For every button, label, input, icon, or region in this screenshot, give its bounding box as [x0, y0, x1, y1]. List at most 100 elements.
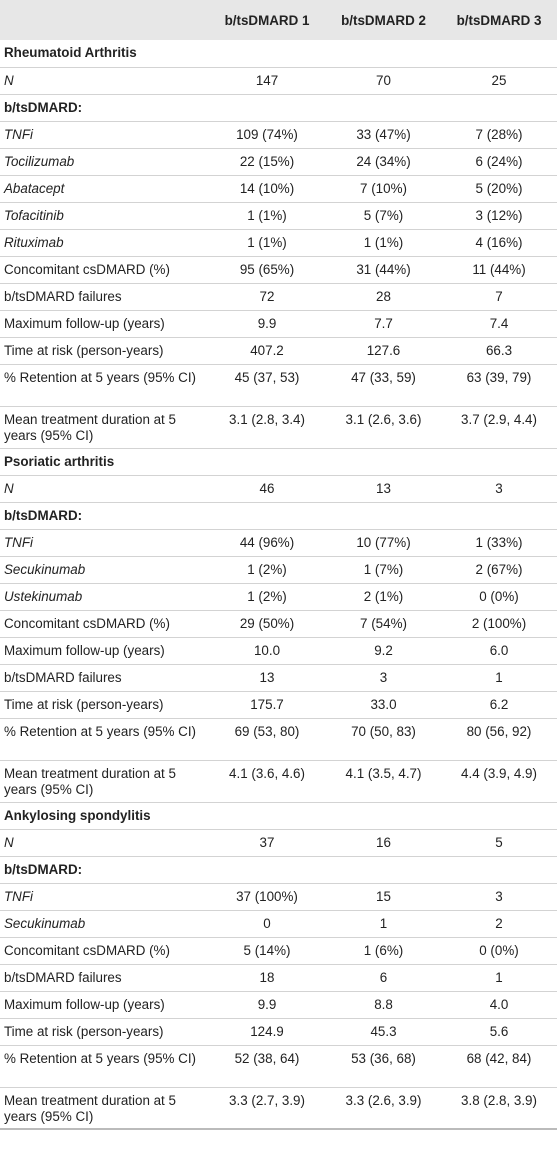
cell-col-3: 1 [441, 664, 557, 692]
row-label: N [0, 67, 208, 95]
row-label: Secukinumab [0, 556, 208, 584]
row-label: TNFi [0, 883, 208, 911]
cell-col-3: 6.2 [441, 691, 557, 719]
cell-col-1: 10.0 [208, 637, 326, 665]
cell-col-1: 46 [208, 475, 326, 503]
cell-col-2 [326, 94, 441, 122]
cell-col-1 [208, 802, 326, 830]
cell-col-1: 1 (2%) [208, 583, 326, 611]
table-row: Time at risk (person-years) 175.7 33.0 6.2 [0, 691, 557, 719]
cell-col-3: 7 (28%) [441, 121, 557, 149]
row-label: Concomitant csDMARD (%) [0, 256, 208, 284]
row-label: b/tsDMARD failures [0, 664, 208, 692]
row-label: Maximum follow-up (years) [0, 310, 208, 338]
header-row: b/tsDMARD 1 b/tsDMARD 2 b/tsDMARD 3 [0, 0, 557, 40]
cell-col-2: 33.0 [326, 691, 441, 719]
cell-col-3: 1 [441, 964, 557, 992]
cell-col-3: 80 (56, 92) [441, 718, 557, 761]
header-col-2: b/tsDMARD 2 [326, 0, 441, 40]
row-label: Secukinumab [0, 910, 208, 938]
table-row: N 37 16 5 [0, 829, 557, 857]
cell-col-3: 0 (0%) [441, 937, 557, 965]
cell-col-1 [208, 856, 326, 884]
row-label: Concomitant csDMARD (%) [0, 610, 208, 638]
cell-col-3: 66.3 [441, 337, 557, 365]
cell-col-2: 4.1 (3.5, 4.7) [326, 760, 441, 803]
cell-col-3: 2 [441, 910, 557, 938]
cell-col-2: 13 [326, 475, 441, 503]
row-label: b/tsDMARD failures [0, 283, 208, 311]
row-label: % Retention at 5 years (95% CI) [0, 1045, 208, 1088]
cell-col-3 [441, 502, 557, 530]
table-row: % Retention at 5 years (95% CI) 45 (37, 5… [0, 364, 557, 407]
cell-col-1: 1 (1%) [208, 229, 326, 257]
cell-col-2: 10 (77%) [326, 529, 441, 557]
cell-col-1 [208, 448, 326, 476]
cell-col-3: 25 [441, 67, 557, 95]
cell-col-3 [441, 802, 557, 830]
cell-col-2: 5 (7%) [326, 202, 441, 230]
row-label: Time at risk (person-years) [0, 691, 208, 719]
cell-col-2: 15 [326, 883, 441, 911]
table-row: N 147 70 25 [0, 67, 557, 95]
cell-col-1: 37 (100%) [208, 883, 326, 911]
cell-col-3: 3.8 (2.8, 3.9) [441, 1087, 557, 1130]
cell-col-3: 3 [441, 883, 557, 911]
cell-col-1: 52 (38, 64) [208, 1045, 326, 1088]
table-row: Abatacept 14 (10%) 7 (10%) 5 (20%) [0, 175, 557, 203]
row-label: Tocilizumab [0, 148, 208, 176]
cell-col-1 [208, 94, 326, 122]
subhead-row: b/tsDMARD: [0, 94, 557, 122]
row-label: Maximum follow-up (years) [0, 637, 208, 665]
cell-col-1: 72 [208, 283, 326, 311]
cell-col-3: 11 (44%) [441, 256, 557, 284]
cell-col-1: 0 [208, 910, 326, 938]
row-label: Ustekinumab [0, 583, 208, 611]
table-row: Secukinumab 1 (2%) 1 (7%) 2 (67%) [0, 556, 557, 584]
cell-col-1: 4.1 (3.6, 4.6) [208, 760, 326, 803]
cell-col-1: 147 [208, 67, 326, 95]
cell-col-2 [326, 856, 441, 884]
row-label: N [0, 475, 208, 503]
table-row: Secukinumab 0 1 2 [0, 910, 557, 938]
table-row: Mean treatment duration at 5 years (95% … [0, 406, 557, 449]
cell-col-3 [441, 856, 557, 884]
row-label: b/tsDMARD: [0, 502, 208, 530]
cell-col-1 [208, 40, 326, 68]
subhead-row: b/tsDMARD: [0, 856, 557, 884]
row-label: Time at risk (person-years) [0, 337, 208, 365]
table-row: TNFi 109 (74%) 33 (47%) 7 (28%) [0, 121, 557, 149]
cell-col-1: 69 (53, 80) [208, 718, 326, 761]
cell-col-2: 33 (47%) [326, 121, 441, 149]
row-label: b/tsDMARD: [0, 856, 208, 884]
cell-col-3 [441, 40, 557, 68]
cell-col-3: 63 (39, 79) [441, 364, 557, 407]
cell-col-3: 2 (100%) [441, 610, 557, 638]
cell-col-2: 31 (44%) [326, 256, 441, 284]
cell-col-3: 2 (67%) [441, 556, 557, 584]
cell-col-1: 124.9 [208, 1018, 326, 1046]
table-row: Maximum follow-up (years) 9.9 8.8 4.0 [0, 991, 557, 1019]
row-label: b/tsDMARD failures [0, 964, 208, 992]
header-blank [0, 0, 208, 40]
results-table: b/tsDMARD 1 b/tsDMARD 2 b/tsDMARD 3 Rheu… [0, 0, 557, 1130]
table-row: Mean treatment duration at 5 years (95% … [0, 1087, 557, 1130]
table-row: Tofacitinib 1 (1%) 5 (7%) 3 (12%) [0, 202, 557, 230]
cell-col-2: 70 [326, 67, 441, 95]
table-row: b/tsDMARD failures 13 3 1 [0, 664, 557, 692]
cell-col-1: 29 (50%) [208, 610, 326, 638]
cell-col-3: 3 (12%) [441, 202, 557, 230]
cell-col-3: 4 (16%) [441, 229, 557, 257]
table-row: Time at risk (person-years) 407.2 127.6 66.… [0, 337, 557, 365]
table-row: % Retention at 5 years (95% CI) 69 (53, 8… [0, 718, 557, 761]
cell-col-1: 9.9 [208, 310, 326, 338]
row-label: Concomitant csDMARD (%) [0, 937, 208, 965]
cell-col-3: 5 (20%) [441, 175, 557, 203]
cell-col-1: 175.7 [208, 691, 326, 719]
cell-col-1: 3.1 (2.8, 3.4) [208, 406, 326, 449]
cell-col-2: 1 (1%) [326, 229, 441, 257]
row-label: Mean treatment duration at 5 years (95% … [0, 1087, 208, 1130]
table-row: TNFi 37 (100%) 15 3 [0, 883, 557, 911]
row-label: % Retention at 5 years (95% CI) [0, 364, 208, 407]
cell-col-3: 7.4 [441, 310, 557, 338]
